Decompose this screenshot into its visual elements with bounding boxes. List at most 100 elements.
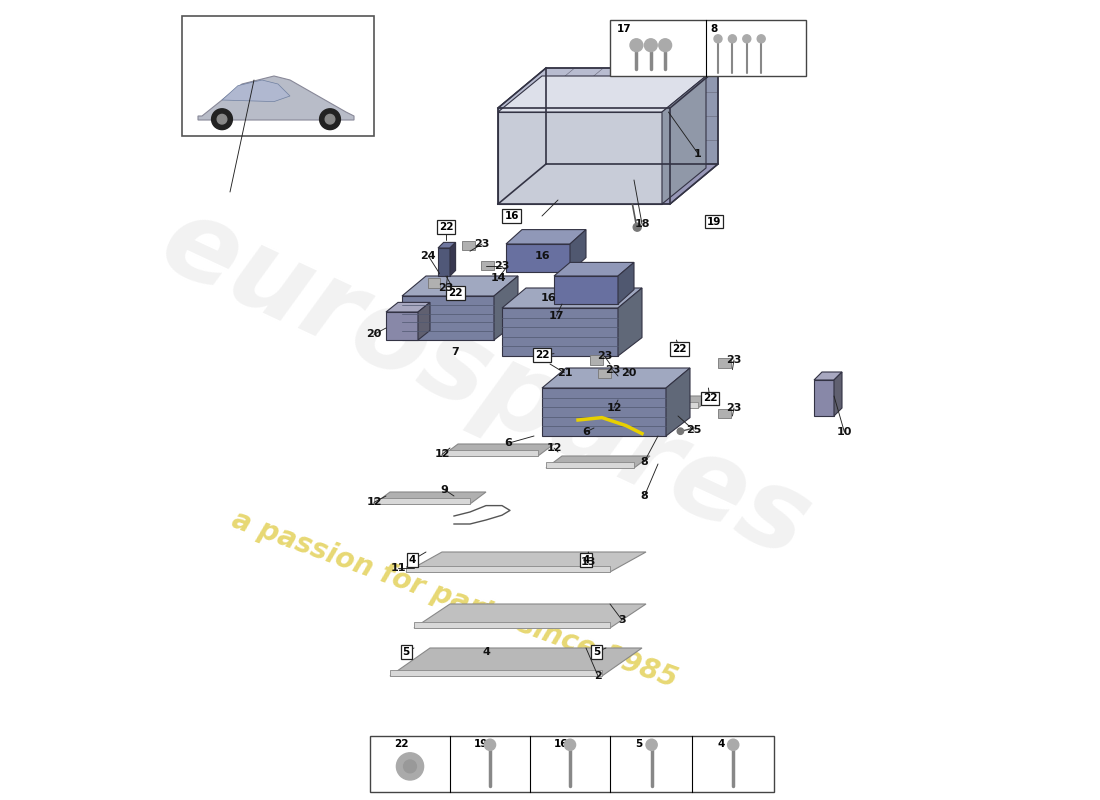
Text: a passion for parts since 1985: a passion for parts since 1985 xyxy=(228,506,681,694)
Polygon shape xyxy=(418,302,430,340)
Text: 17: 17 xyxy=(549,311,564,321)
Text: 4: 4 xyxy=(717,739,725,749)
Circle shape xyxy=(678,428,683,434)
Text: 11: 11 xyxy=(390,563,406,573)
Text: 21: 21 xyxy=(557,368,572,378)
Text: 12: 12 xyxy=(606,403,621,413)
Text: 24: 24 xyxy=(420,251,437,261)
Polygon shape xyxy=(498,164,718,204)
Polygon shape xyxy=(666,368,690,436)
Polygon shape xyxy=(386,302,430,312)
Polygon shape xyxy=(670,68,718,204)
Polygon shape xyxy=(390,648,642,676)
Text: 8: 8 xyxy=(710,24,717,34)
Circle shape xyxy=(630,39,642,51)
Text: 5: 5 xyxy=(593,647,600,657)
Circle shape xyxy=(742,34,751,42)
Text: 23: 23 xyxy=(605,365,620,374)
Polygon shape xyxy=(450,242,455,276)
Text: 14: 14 xyxy=(491,274,506,283)
Polygon shape xyxy=(374,498,470,504)
Circle shape xyxy=(320,109,340,130)
Polygon shape xyxy=(406,552,646,572)
Text: 23: 23 xyxy=(596,351,612,361)
FancyBboxPatch shape xyxy=(598,369,611,378)
Circle shape xyxy=(714,34,722,42)
Polygon shape xyxy=(814,380,834,416)
Text: 19: 19 xyxy=(474,739,488,749)
Polygon shape xyxy=(554,276,618,304)
Polygon shape xyxy=(554,262,634,276)
Text: 4: 4 xyxy=(482,647,490,657)
Text: 16: 16 xyxy=(554,739,569,749)
Bar xyxy=(370,736,774,792)
Text: 23: 23 xyxy=(494,261,509,270)
Circle shape xyxy=(326,114,334,124)
FancyBboxPatch shape xyxy=(462,241,475,250)
Text: 4: 4 xyxy=(409,555,416,565)
Polygon shape xyxy=(506,230,586,244)
Text: 17: 17 xyxy=(616,24,631,34)
Text: 12: 12 xyxy=(434,450,450,459)
Text: 23: 23 xyxy=(726,355,741,365)
Polygon shape xyxy=(502,288,642,308)
Circle shape xyxy=(564,739,575,750)
Text: 20: 20 xyxy=(620,368,636,378)
Text: 20: 20 xyxy=(366,330,382,339)
Circle shape xyxy=(757,34,766,42)
Circle shape xyxy=(217,114,227,124)
Polygon shape xyxy=(834,372,842,416)
Text: 23: 23 xyxy=(474,239,490,249)
Polygon shape xyxy=(506,244,570,272)
Circle shape xyxy=(484,739,496,750)
Polygon shape xyxy=(438,248,450,276)
Text: 5: 5 xyxy=(403,647,409,657)
Polygon shape xyxy=(502,308,618,356)
Circle shape xyxy=(634,223,641,231)
Text: 6: 6 xyxy=(505,438,513,448)
Text: 22: 22 xyxy=(672,344,686,354)
Circle shape xyxy=(646,739,657,750)
Polygon shape xyxy=(814,372,842,380)
Polygon shape xyxy=(618,262,634,304)
Polygon shape xyxy=(406,566,610,572)
Text: 8: 8 xyxy=(640,491,648,501)
Text: 23: 23 xyxy=(438,283,453,293)
Polygon shape xyxy=(546,462,634,468)
Polygon shape xyxy=(618,288,642,356)
Bar xyxy=(182,16,374,136)
Polygon shape xyxy=(662,76,706,204)
Circle shape xyxy=(659,39,672,51)
Text: 19: 19 xyxy=(707,217,722,226)
Polygon shape xyxy=(610,396,714,408)
Polygon shape xyxy=(498,76,706,112)
FancyBboxPatch shape xyxy=(718,409,730,418)
Text: 4: 4 xyxy=(582,555,590,565)
Text: 23: 23 xyxy=(726,403,741,413)
Polygon shape xyxy=(414,604,646,628)
Text: 5: 5 xyxy=(636,739,642,749)
FancyBboxPatch shape xyxy=(428,278,440,288)
Text: 18: 18 xyxy=(635,219,650,229)
FancyBboxPatch shape xyxy=(481,261,494,270)
Text: 10: 10 xyxy=(837,427,852,437)
Polygon shape xyxy=(610,402,698,408)
Text: 9: 9 xyxy=(440,485,449,494)
Text: 1: 1 xyxy=(694,149,702,158)
Polygon shape xyxy=(438,242,455,248)
Polygon shape xyxy=(198,76,354,120)
Polygon shape xyxy=(494,276,518,340)
Circle shape xyxy=(404,760,417,773)
Text: 13: 13 xyxy=(581,557,596,566)
Text: 16: 16 xyxy=(535,251,550,261)
Polygon shape xyxy=(402,276,518,296)
Text: 16: 16 xyxy=(504,211,519,221)
Polygon shape xyxy=(498,112,662,204)
Polygon shape xyxy=(442,450,538,456)
Polygon shape xyxy=(402,296,494,340)
Polygon shape xyxy=(390,670,602,676)
Text: 3: 3 xyxy=(618,615,626,625)
Polygon shape xyxy=(222,80,290,102)
Text: 8: 8 xyxy=(640,457,648,466)
Text: eurospares: eurospares xyxy=(145,187,827,581)
